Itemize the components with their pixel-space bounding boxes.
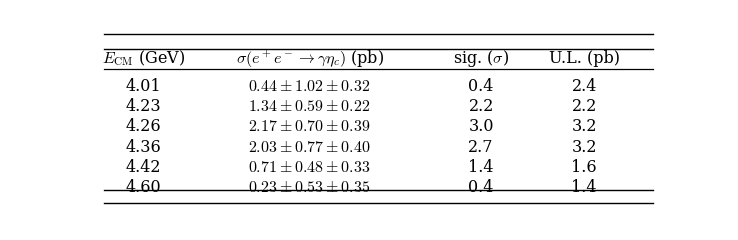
Text: U.L. (pb): U.L. (pb) — [548, 50, 620, 67]
Text: $2.17 \pm 0.70 \pm 0.39$: $2.17 \pm 0.70 \pm 0.39$ — [249, 118, 370, 135]
Text: $1.34 \pm 0.59 \pm 0.22$: $1.34 \pm 0.59 \pm 0.22$ — [249, 98, 370, 115]
Text: $0.71 \pm 0.48 \pm 0.33$: $0.71 \pm 0.48 \pm 0.33$ — [249, 159, 370, 176]
Text: 2.4: 2.4 — [571, 78, 597, 95]
Text: sig. ($\sigma$): sig. ($\sigma$) — [453, 48, 509, 69]
Text: 3.2: 3.2 — [571, 138, 597, 156]
Text: $0.44 \pm 1.02 \pm 0.32$: $0.44 \pm 1.02 \pm 0.32$ — [249, 78, 370, 95]
Text: 4.01: 4.01 — [126, 78, 162, 95]
Text: 2.7: 2.7 — [469, 138, 494, 156]
Text: 0.4: 0.4 — [469, 78, 494, 95]
Text: $0.23 \pm 0.53 \pm 0.35$: $0.23 \pm 0.53 \pm 0.35$ — [249, 179, 370, 196]
Text: 1.6: 1.6 — [571, 159, 597, 176]
Text: 4.36: 4.36 — [126, 138, 162, 156]
Text: 1.4: 1.4 — [571, 179, 597, 196]
Text: 4.26: 4.26 — [126, 118, 162, 135]
Text: 4.42: 4.42 — [126, 159, 162, 176]
Text: 4.60: 4.60 — [126, 179, 162, 196]
Text: 2.2: 2.2 — [571, 98, 597, 115]
Text: 2.2: 2.2 — [469, 98, 494, 115]
Text: 3.0: 3.0 — [469, 118, 494, 135]
Text: 0.4: 0.4 — [469, 179, 494, 196]
Text: 1.4: 1.4 — [469, 159, 494, 176]
Text: $E_{\mathrm{CM}}$ (GeV): $E_{\mathrm{CM}}$ (GeV) — [102, 49, 185, 68]
Text: 4.23: 4.23 — [126, 98, 162, 115]
Text: $2.03 \pm 0.77 \pm 0.40$: $2.03 \pm 0.77 \pm 0.40$ — [248, 138, 371, 156]
Text: 3.2: 3.2 — [571, 118, 597, 135]
Text: $\sigma(e^+e^- \rightarrow \gamma\eta_c)$ (pb): $\sigma(e^+e^- \rightarrow \gamma\eta_c)… — [235, 48, 384, 69]
